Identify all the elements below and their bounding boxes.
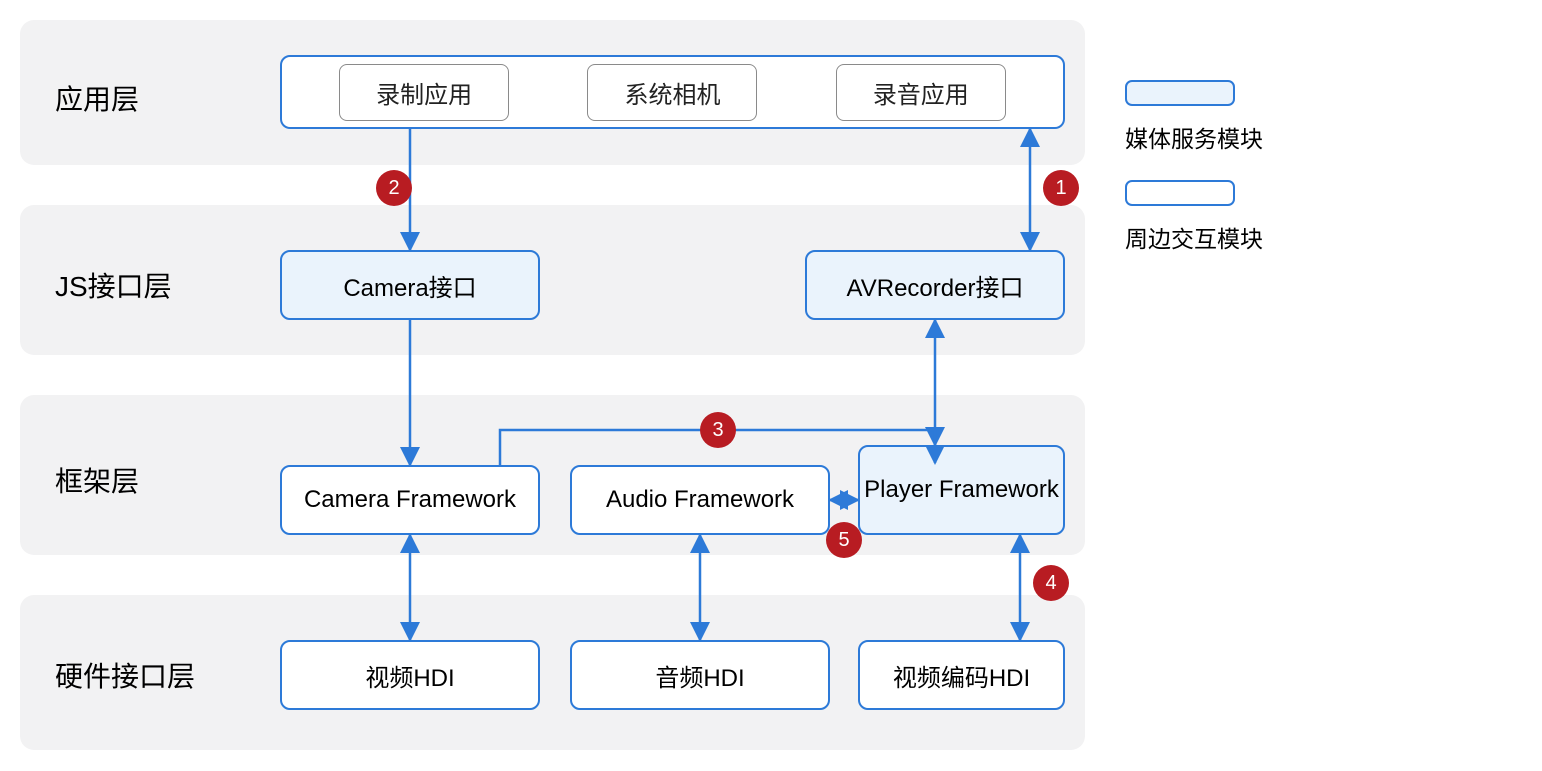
- layer-label-hw: 硬件接口层: [55, 655, 195, 695]
- node-video-encode-hdi: 视频编码HDI: [858, 640, 1065, 710]
- legend-swatch-media: [1125, 80, 1235, 106]
- badge-3: 3: [700, 412, 736, 448]
- badge-1: 1: [1043, 170, 1079, 206]
- node-camera-framework: Camera Framework: [280, 465, 540, 535]
- node-camera-interface: Camera接口: [280, 250, 540, 320]
- badge-4: 4: [1033, 565, 1069, 601]
- layer-label-fw: 框架层: [55, 460, 139, 500]
- app-box-camera: 系统相机: [587, 64, 757, 121]
- badge-2: 2: [376, 170, 412, 206]
- app-box-audio: 录音应用: [836, 64, 1006, 121]
- node-audio-hdi: 音频HDI: [570, 640, 830, 710]
- node-avrecorder-interface: AVRecorder接口: [805, 250, 1065, 320]
- node-video-hdi: 视频HDI: [280, 640, 540, 710]
- layer-label-app: 应用层: [55, 78, 139, 118]
- app-box-record: 录制应用: [339, 64, 509, 121]
- legend-swatch-peripheral: [1125, 180, 1235, 206]
- node-player-framework: Player Framework: [858, 445, 1065, 535]
- legend-label-peripheral: 周边交互模块: [1125, 220, 1263, 254]
- legend-label-media: 媒体服务模块: [1125, 120, 1263, 154]
- layer-label-js: JS接口层: [55, 265, 172, 305]
- app-container: 录制应用 系统相机 录音应用: [280, 55, 1065, 129]
- badge-5: 5: [826, 522, 862, 558]
- node-audio-framework: Audio Framework: [570, 465, 830, 535]
